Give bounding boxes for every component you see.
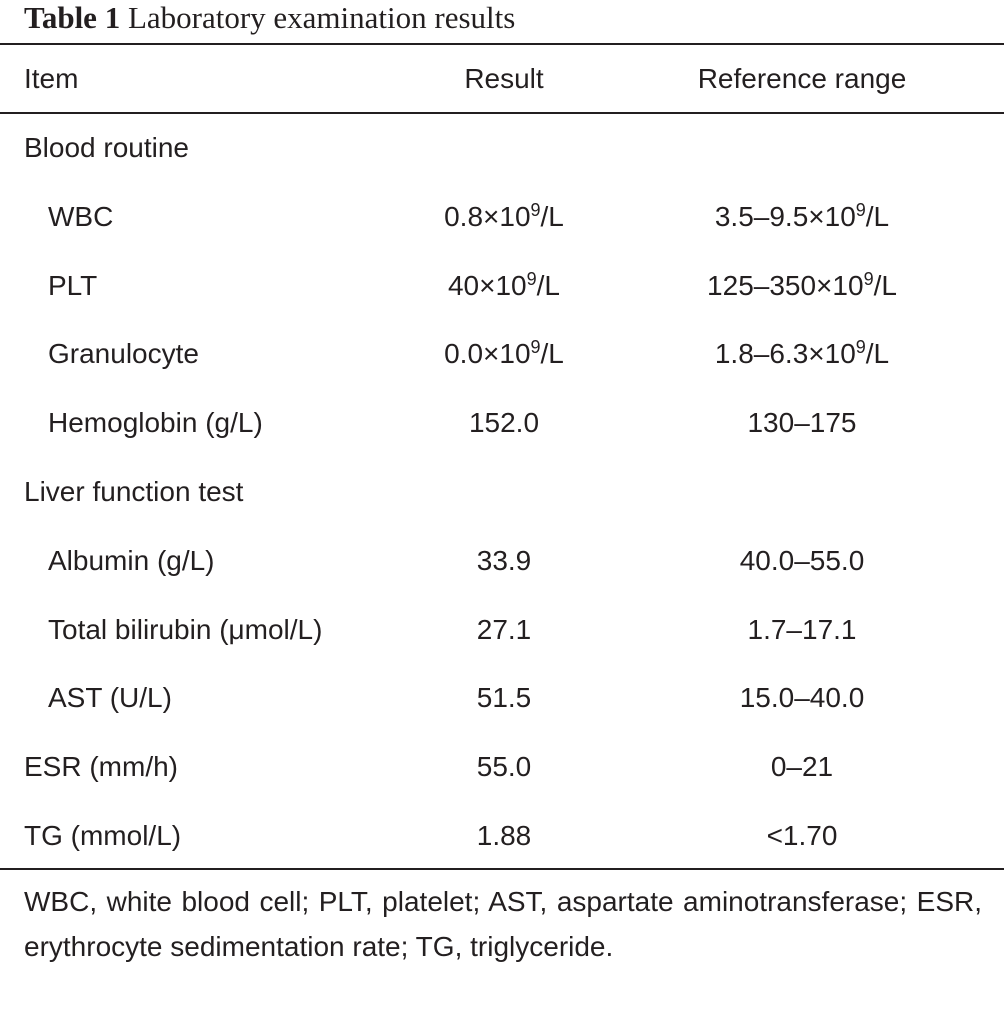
cell-result: 0.8×109/L (444, 199, 564, 232)
cell-item: TG (mmol/L) (24, 820, 182, 851)
cell-reference-range: 15.0–40.0 (739, 682, 865, 714)
table-top-rule (0, 43, 1004, 45)
table-row: Blood routine (0, 128, 1004, 168)
cell-item: Total bilirubin (μmol/L) (48, 613, 323, 645)
cell-item: AST (U/L) (48, 682, 172, 714)
cell-reference-range: <1.70 (766, 820, 838, 851)
table-row: Granulocyte 0.0×109/L 1.8–6.3×109/L (0, 334, 1004, 374)
cell-item: Blood routine (24, 132, 190, 163)
table-row: Liver function test (0, 472, 1004, 512)
cell-reference-range: 1.7–17.1 (747, 613, 857, 645)
cell-reference-range: 1.8–6.3×109/L (714, 337, 890, 370)
cell-item: PLT (48, 269, 98, 301)
table-bottom-rule (0, 868, 1004, 870)
table-row: TG (mmol/L) 1.88 <1.70 (0, 816, 1004, 856)
table-row: AST (U/L) 51.5 15.0–40.0 (0, 678, 1004, 718)
cell-reference-range: 0–21 (770, 751, 834, 783)
cell-reference-range: 130–175 (747, 407, 857, 439)
cell-result: 55.0 (476, 751, 532, 783)
column-header-reference-range: Reference range (697, 63, 907, 94)
cell-item: Liver function test (24, 476, 244, 507)
cell-reference-range: 3.5–9.5×109/L (714, 199, 890, 232)
cell-result: 40×109/L (447, 268, 560, 301)
table-row: Hemoglobin (g/L) 152.0 130–175 (0, 403, 1004, 443)
table-header-row: Item Result Reference range (0, 59, 1004, 99)
column-header-item: Item (24, 63, 79, 94)
table-row: PLT 40×109/L 125–350×109/L (0, 266, 1004, 306)
cell-result: 27.1 (476, 613, 532, 645)
cell-result: 33.9 (476, 544, 532, 576)
table-row: Albumin (g/L) 33.9 40.0–55.0 (0, 541, 1004, 581)
table-header-rule (0, 112, 1004, 114)
cell-result: 0.0×109/L (444, 337, 564, 370)
cell-item: Granulocyte (48, 338, 199, 370)
cell-result: 1.88 (476, 820, 532, 851)
table-row: ESR (mm/h) 55.0 0–21 (0, 747, 1004, 787)
table-row: WBC 0.8×109/L 3.5–9.5×109/L (0, 197, 1004, 237)
cell-reference-range: 40.0–55.0 (739, 544, 865, 576)
cell-item: WBC (48, 200, 114, 232)
cell-result: 51.5 (476, 682, 532, 714)
table-row: Total bilirubin (μmol/L) 27.1 1.7–17.1 (0, 610, 1004, 650)
table-title: Laboratory examination results (127, 0, 516, 35)
cell-item: ESR (mm/h) (24, 751, 178, 783)
table-footnote: WBC, white blood cell; PLT, platelet; AS… (24, 886, 982, 962)
cell-item: Albumin (g/L) (48, 544, 215, 576)
cell-result: 152.0 (468, 407, 540, 439)
cell-item: Hemoglobin (g/L) (48, 407, 263, 439)
cell-reference-range: 125–350×109/L (707, 268, 897, 301)
table-label: Table 1 (24, 0, 121, 35)
table-caption: Table 1 Laboratory examination results (24, 0, 515, 38)
column-header-result: Result (464, 63, 544, 94)
